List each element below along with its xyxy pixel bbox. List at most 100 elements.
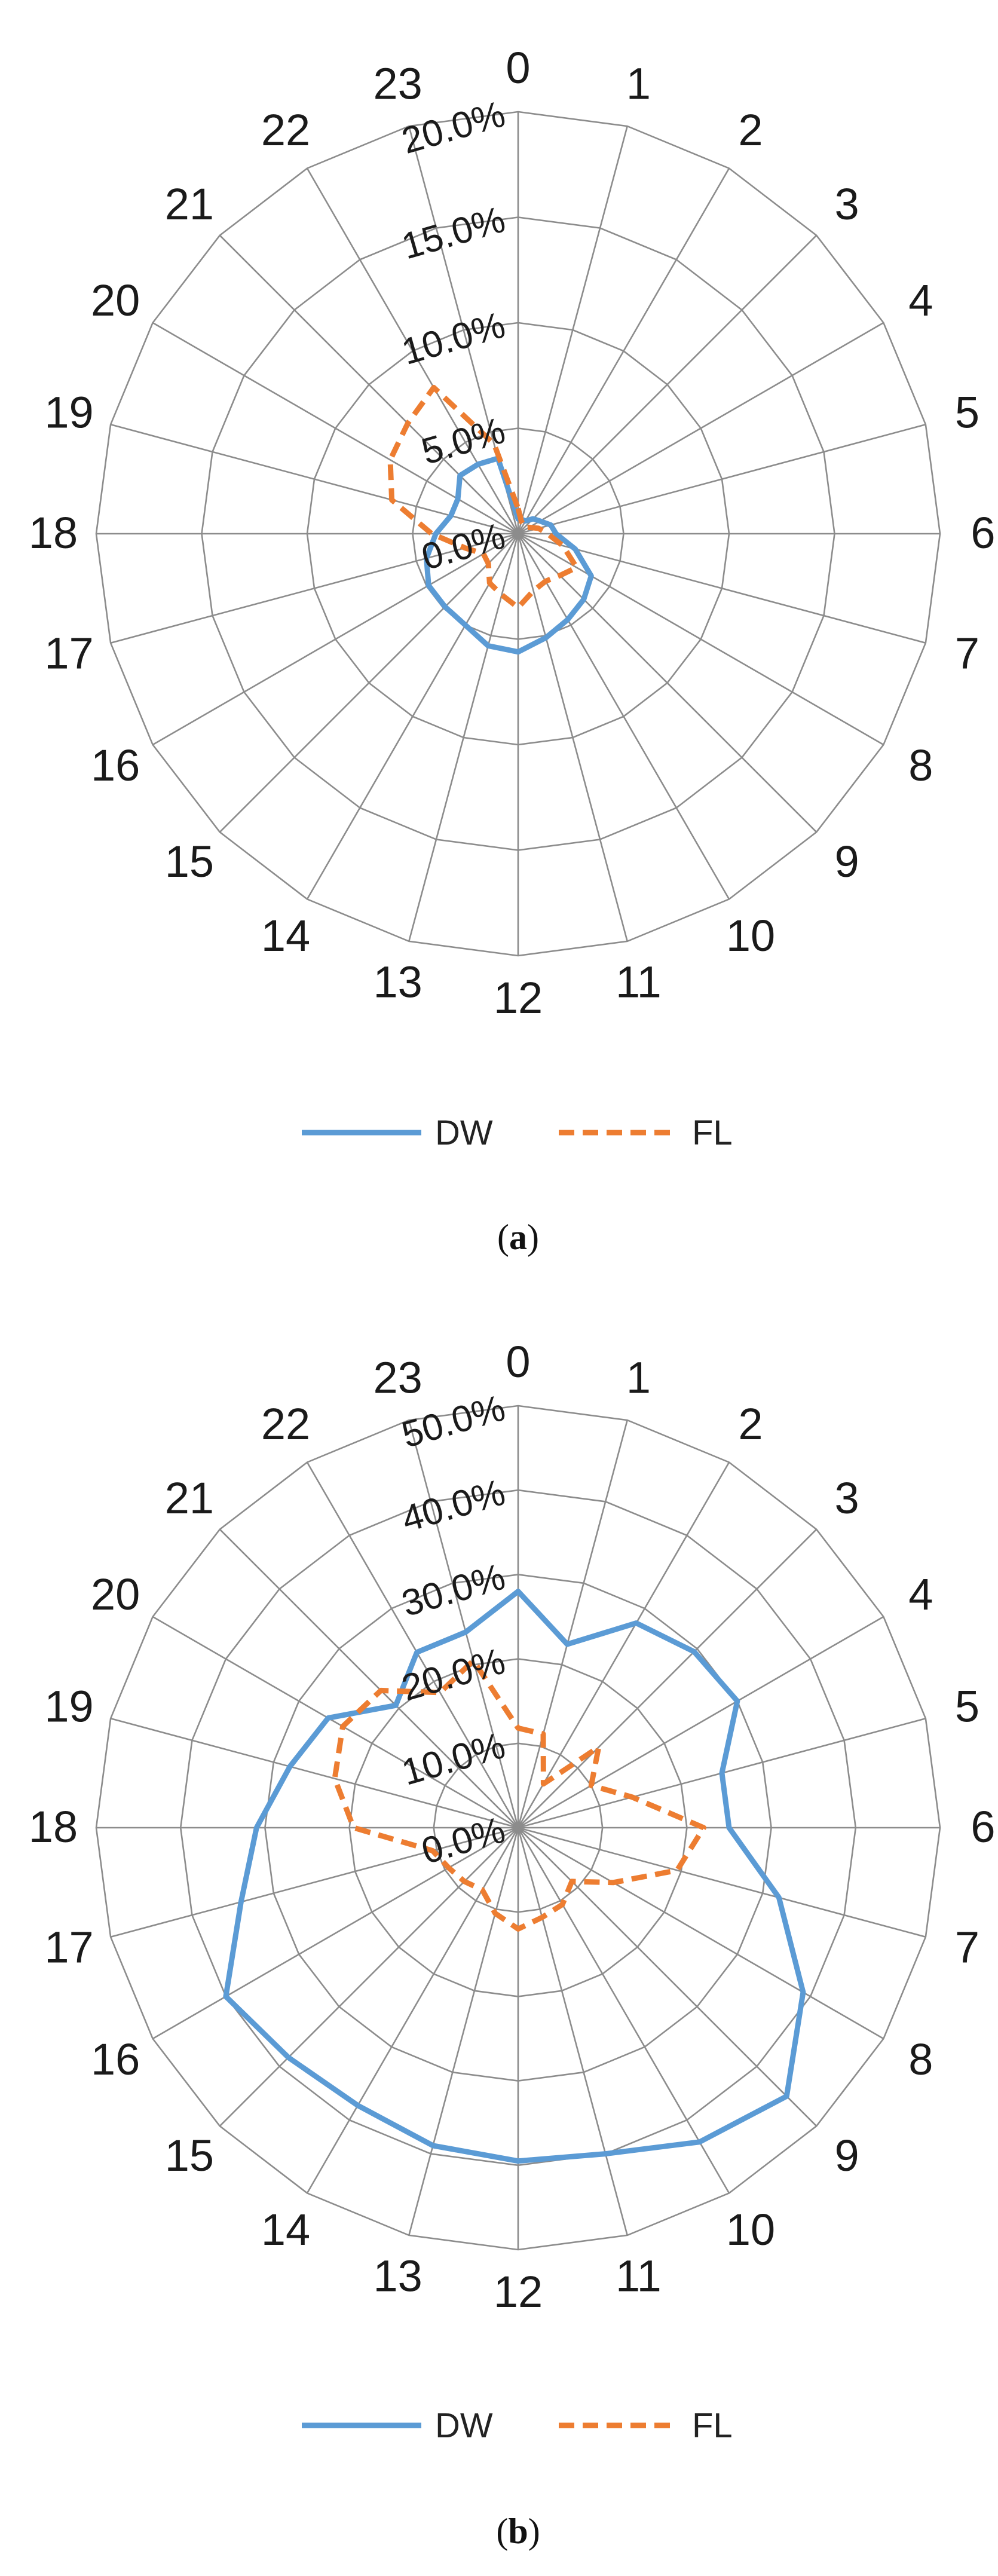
spoke-20 — [152, 1616, 519, 1829]
spoke-5 — [518, 424, 926, 535]
category-label-3: 3 — [835, 179, 859, 229]
spoke-7 — [518, 533, 926, 644]
category-label-4: 4 — [908, 1570, 933, 1619]
category-label-8: 8 — [908, 2035, 933, 2084]
spoke-1 — [517, 1419, 628, 1828]
spoke-21 — [219, 1528, 519, 1828]
data-point-fl-13 — [500, 592, 504, 597]
spoke-8 — [518, 533, 884, 746]
radial-tick-label: 0.0% — [417, 1809, 510, 1872]
data-point-dw-19 — [287, 1764, 292, 1769]
data-point-dw-20 — [455, 497, 460, 501]
category-label-4: 4 — [908, 276, 933, 325]
spoke-17 — [110, 533, 519, 644]
data-point-fl-8 — [574, 565, 579, 570]
spoke-19 — [110, 1718, 519, 1829]
data-point-dw-4 — [735, 1699, 740, 1703]
category-label-20: 20 — [91, 276, 140, 325]
data-point-fl-1 — [541, 1731, 546, 1736]
data-point-dw-19 — [449, 513, 454, 518]
data-point-fl-0 — [516, 1726, 521, 1730]
category-label-12: 12 — [494, 2267, 543, 2317]
data-point-fl-13 — [493, 1911, 498, 1916]
spoke-7 — [518, 1827, 926, 1938]
data-point-dw-3 — [692, 1650, 697, 1654]
category-label-11: 11 — [616, 2251, 662, 2301]
category-label-0: 0 — [506, 43, 530, 93]
data-point-dw-11 — [544, 635, 549, 640]
series-line-dw — [424, 455, 594, 655]
category-label-2: 2 — [738, 105, 763, 155]
category-label-15: 15 — [165, 837, 214, 886]
spoke-22 — [306, 167, 519, 534]
data-point-fl-4 — [526, 525, 531, 530]
category-label-18: 18 — [29, 1802, 78, 1852]
spoke-23 — [408, 1419, 519, 1828]
data-point-dw-15 — [443, 604, 448, 609]
legend-label-dw: DW — [435, 1113, 493, 1152]
category-label-10: 10 — [726, 911, 775, 960]
category-label-14: 14 — [261, 911, 310, 960]
data-point-dw-22 — [415, 1650, 420, 1655]
data-point-fl-9 — [570, 1879, 574, 1884]
spoke-16 — [152, 533, 519, 746]
spoke-2 — [517, 167, 730, 534]
spoke-10 — [517, 1827, 730, 2194]
category-label-20: 20 — [91, 1570, 140, 1619]
data-point-fl-15 — [462, 1879, 467, 1884]
category-label-9: 9 — [835, 2131, 859, 2180]
data-point-fl-14 — [480, 1887, 485, 1892]
category-label-7: 7 — [955, 1922, 979, 1972]
spoke-4 — [518, 322, 884, 535]
data-point-dw-5 — [549, 522, 553, 527]
data-point-dw-15 — [286, 2055, 291, 2060]
radar-chart-a: 0.0%5.0%10.0%15.0%20.0%0 1234567891011121… — [29, 43, 996, 1257]
data-point-dw-7 — [573, 547, 578, 552]
category-label-16: 16 — [91, 741, 140, 790]
category-label-0: 0 — [506, 1337, 530, 1387]
spoke-1 — [517, 126, 628, 534]
category-label-22: 22 — [261, 105, 310, 155]
spoke-16 — [152, 1827, 519, 2040]
legend-label-fl: FL — [692, 2406, 733, 2445]
radial-tick-label: 20.0% — [397, 1641, 510, 1709]
data-point-dw-17 — [238, 1899, 243, 1904]
data-point-fl-11 — [540, 1915, 544, 1920]
data-point-fl-20 — [341, 1724, 345, 1729]
data-point-dw-3 — [531, 516, 535, 521]
category-label-17: 17 — [44, 628, 93, 678]
radial-tick-label: 5.0% — [417, 410, 510, 473]
caption-letter: b — [508, 2511, 528, 2551]
data-point-fl-7 — [675, 1868, 679, 1873]
category-label-7: 7 — [955, 628, 979, 678]
category-label-8: 8 — [908, 741, 933, 790]
radial-tick-label: 0.0% — [417, 515, 510, 578]
category-label-11: 11 — [616, 957, 662, 1007]
data-point-dw-12 — [516, 2159, 521, 2164]
data-point-dw-10 — [565, 617, 570, 622]
spoke-8 — [518, 1827, 884, 2040]
legend-label-fl: FL — [692, 1113, 733, 1152]
spoke-9 — [518, 1827, 818, 2127]
data-point-fl-19 — [390, 497, 394, 502]
series-line-fl — [387, 384, 580, 610]
data-point-fl-6 — [702, 1825, 706, 1830]
caption-close: ) — [527, 1217, 539, 1257]
category-label-23: 23 — [373, 59, 422, 109]
data-point-dw-22 — [476, 462, 480, 467]
category-label-2: 2 — [738, 1399, 763, 1449]
data-point-fl-3 — [522, 525, 526, 530]
category-label-1: 1 — [626, 59, 651, 109]
data-point-dw-13 — [431, 2143, 436, 2148]
category-label-23: 23 — [373, 1353, 422, 1403]
data-point-fl-8 — [611, 1880, 616, 1885]
panel-caption: (a) — [497, 1217, 539, 1257]
spoke-21 — [219, 234, 519, 534]
data-point-dw-11 — [603, 2152, 608, 2156]
spoke-3 — [518, 234, 818, 534]
category-label-13: 13 — [373, 957, 422, 1007]
spoke-2 — [517, 1461, 730, 1828]
data-point-dw-21 — [458, 473, 463, 478]
category-label-12: 12 — [494, 973, 543, 1023]
